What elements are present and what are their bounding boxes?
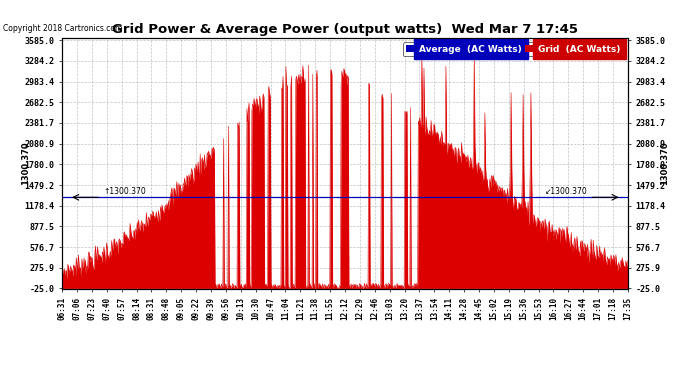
Text: 1300.370: 1300.370 xyxy=(660,141,669,185)
Text: Copyright 2018 Cartronics.com: Copyright 2018 Cartronics.com xyxy=(3,24,123,33)
Text: ↙1300.370: ↙1300.370 xyxy=(545,187,588,196)
Legend: Average  (AC Watts), Grid  (AC Watts): Average (AC Watts), Grid (AC Watts) xyxy=(403,42,623,56)
Title: Grid Power & Average Power (output watts)  Wed Mar 7 17:45: Grid Power & Average Power (output watts… xyxy=(112,23,578,36)
Text: 1300.370: 1300.370 xyxy=(21,141,30,185)
Text: ↑1300.370: ↑1300.370 xyxy=(104,187,146,196)
